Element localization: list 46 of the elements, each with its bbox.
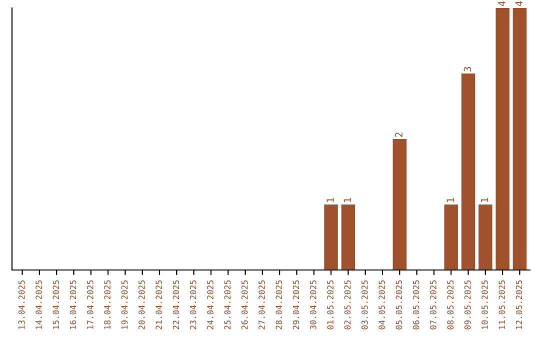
x-tick-label: 29.04.2025	[292, 280, 300, 330]
data-label: 4	[515, 1, 522, 6]
x-tick-label: 04.05.2025	[378, 280, 385, 330]
x-tick-label: 16.04.2025	[70, 280, 76, 329]
x-tick-label: 02.05.2025	[344, 280, 351, 330]
x-tick-label: 18.04.2025	[104, 280, 110, 329]
x-tick-label: 27.04.2025	[258, 280, 265, 330]
x-tick-label: 07.05.2025	[430, 280, 436, 330]
x-tick-label: 23.04.2025	[190, 280, 196, 330]
x-tick-label: 11.05.2025	[498, 280, 505, 329]
bar	[512, 8, 527, 270]
x-tick-label: 22.04.2025	[172, 280, 180, 330]
bar	[461, 74, 476, 270]
x-tick-label: 25.04.2025	[224, 280, 231, 330]
x-tick-label: 01.05.2025	[327, 280, 334, 330]
x-tick-label: 05.05.2025	[396, 280, 402, 330]
x-tick-label: 10.05.2025	[482, 280, 488, 329]
x-tick-label: 24.04.2025	[207, 280, 214, 330]
x-tick-label: 26.04.2025	[241, 280, 248, 330]
x-tick-label: 20.04.2025	[138, 280, 145, 330]
x-tick-label: 06.05.2025	[412, 280, 420, 330]
x-tick-label: 28.04.2025	[276, 280, 282, 330]
x-tick-label: 21.04.2025	[156, 280, 162, 330]
data-label: 4	[498, 1, 506, 6]
bar	[496, 8, 510, 270]
bar	[478, 204, 492, 270]
x-tick-label: 13.04.2025	[18, 280, 25, 329]
x-tick-label: 03.05.2025	[361, 280, 368, 330]
x-tick-label: 12.05.2025	[516, 280, 522, 329]
x-tick-label: 15.04.2025	[52, 280, 60, 329]
x-tick-label: 17.04.2025	[87, 280, 94, 329]
x-tick-label: 08.05.2025	[447, 280, 454, 330]
bar	[444, 204, 458, 270]
x-tick-label: 14.04.2025	[36, 280, 42, 329]
bar	[392, 139, 407, 270]
bar	[341, 204, 356, 270]
data-label: 1	[344, 198, 351, 202]
bar	[324, 204, 338, 270]
data-label: 1	[446, 198, 454, 202]
x-tick-label: 09.05.2025	[464, 280, 471, 330]
data-label: 2	[395, 132, 402, 137]
x-tick-label: 30.04.2025	[310, 280, 316, 330]
data-label: 3	[464, 66, 472, 72]
x-tick-label: 19.04.2025	[121, 280, 128, 329]
data-label: 1	[326, 198, 334, 202]
data-label: 1	[481, 198, 488, 202]
